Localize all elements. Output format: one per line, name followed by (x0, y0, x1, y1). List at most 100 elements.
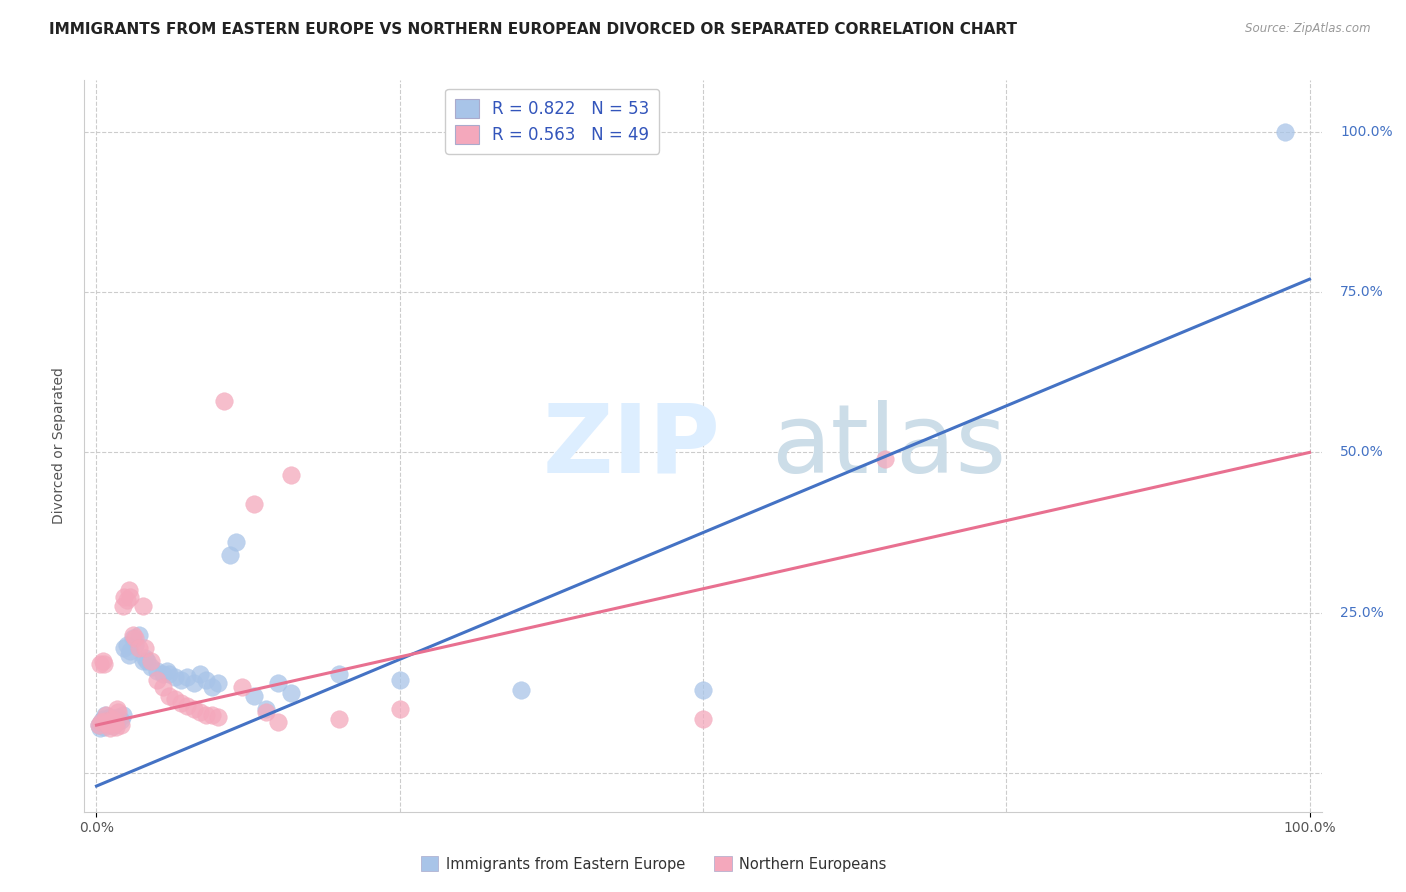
Point (1274, 125, 1296, 139)
Point (118, 583, 141, 598)
Point (94, 714, 117, 728)
Point (112, 641, 135, 656)
Point (254, 702, 277, 716)
Point (93, 657, 115, 672)
Point (89, 657, 111, 672)
Point (280, 467, 302, 482)
Point (104, 720, 127, 734)
Point (131, 599, 153, 614)
Point (194, 708, 217, 723)
Point (692, 682, 714, 697)
Point (194, 673, 217, 688)
Y-axis label: Divorced or Separated: Divorced or Separated (52, 368, 66, 524)
Point (120, 644, 142, 658)
Point (388, 673, 411, 688)
Point (104, 716, 127, 731)
Point (183, 702, 205, 716)
Point (388, 702, 411, 716)
Point (139, 660, 162, 674)
Point (89, 721, 111, 735)
Point (136, 654, 159, 668)
Point (128, 628, 150, 642)
Point (107, 710, 129, 724)
Point (98, 710, 121, 724)
Point (176, 670, 198, 684)
Point (183, 676, 205, 690)
Point (165, 692, 187, 706)
Point (96, 708, 118, 723)
Point (201, 708, 224, 723)
Text: 100.0%: 100.0% (1340, 125, 1393, 138)
Point (112, 599, 135, 614)
Point (104, 712, 127, 726)
Point (118, 648, 141, 662)
Point (219, 548, 242, 562)
Text: ZIP: ZIP (543, 400, 720, 492)
Point (87, 718, 110, 732)
Point (90, 714, 112, 729)
Point (146, 673, 169, 688)
Point (131, 654, 153, 668)
Point (87, 718, 110, 732)
Point (212, 394, 235, 409)
Point (105, 714, 128, 729)
Point (112, 708, 135, 723)
Point (91, 654, 114, 668)
Point (139, 654, 162, 668)
Point (873, 451, 896, 466)
Point (107, 706, 129, 720)
Point (152, 666, 174, 681)
Point (105, 702, 128, 716)
Text: 50.0%: 50.0% (1340, 445, 1384, 459)
Point (134, 650, 156, 665)
Text: 25.0%: 25.0% (1340, 606, 1384, 620)
Point (176, 698, 198, 713)
Point (280, 686, 302, 700)
Point (152, 680, 174, 694)
Point (101, 712, 124, 726)
Text: Source: ZipAtlas.com: Source: ZipAtlas.com (1246, 22, 1371, 36)
Point (157, 666, 180, 681)
Point (103, 719, 125, 733)
Text: IMMIGRANTS FROM EASTERN EUROPE VS NORTHERN EUROPEAN DIVORCED OR SEPARATED CORREL: IMMIGRANTS FROM EASTERN EUROPE VS NORTHE… (49, 22, 1017, 37)
Point (91, 712, 114, 726)
Point (124, 632, 146, 646)
Point (115, 593, 138, 607)
Point (96, 716, 118, 731)
Point (692, 712, 714, 726)
Point (243, 690, 266, 704)
Point (104, 716, 127, 731)
Point (122, 628, 145, 642)
Point (510, 682, 533, 697)
Point (120, 590, 142, 604)
Point (267, 676, 290, 690)
Point (201, 680, 224, 694)
Point (115, 638, 138, 652)
Point (96, 714, 118, 728)
Point (328, 666, 350, 681)
Point (231, 680, 253, 694)
Point (110, 713, 132, 727)
Point (97, 717, 120, 731)
Point (188, 706, 211, 720)
Point (112, 590, 135, 604)
Point (101, 713, 124, 727)
Point (93, 720, 115, 734)
Point (267, 714, 290, 729)
Point (98, 721, 121, 735)
Point (96, 716, 118, 731)
Point (254, 706, 277, 720)
Point (170, 696, 193, 710)
Legend: Immigrants from Eastern Europe, Northern Europeans: Immigrants from Eastern Europe, Northern… (415, 850, 891, 878)
Point (170, 673, 193, 688)
Point (94, 708, 117, 723)
Point (243, 497, 266, 511)
Point (110, 718, 132, 732)
Point (100, 714, 122, 729)
Point (165, 670, 187, 684)
Point (156, 664, 179, 678)
Point (122, 632, 145, 646)
Point (225, 535, 247, 549)
Point (100, 715, 122, 730)
Point (90, 714, 112, 729)
